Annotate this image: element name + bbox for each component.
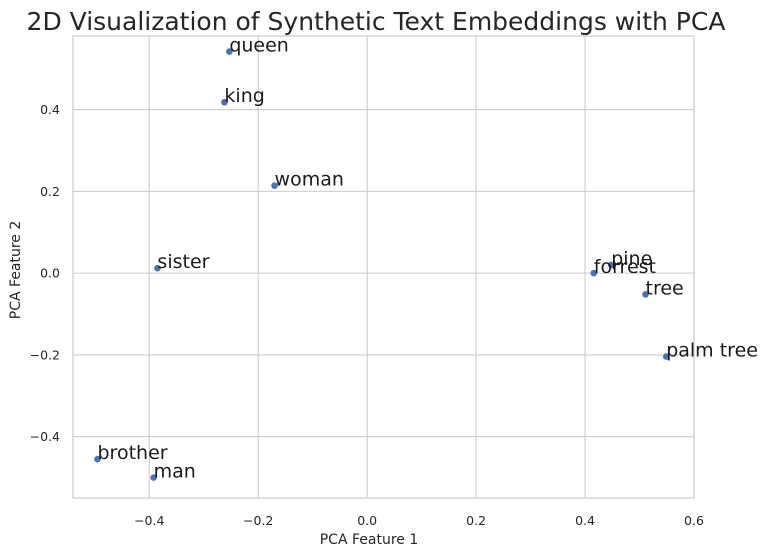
data-point-label: man (154, 461, 196, 483)
plot-area (72, 35, 695, 499)
data-point-marker (153, 264, 162, 273)
y-tick-label: 0.0 (40, 266, 60, 281)
y-tick-label: 0.4 (40, 102, 60, 117)
data-point-label: pine (611, 248, 652, 270)
data-point-label: king (224, 85, 264, 107)
x-tick-label: −0.2 (243, 513, 273, 528)
chart-title: 2D Visualization of Synthetic Text Embed… (27, 7, 726, 36)
data-point-label: forrest (594, 256, 656, 278)
data-point-label: sister (157, 251, 209, 273)
data-point-marker (607, 261, 616, 269)
x-axis-ticks: −0.4 −0.2 0.0 0.2 0.4 0.6 (134, 513, 704, 528)
data-point-marker (662, 352, 671, 361)
x-tick-label: 0.2 (466, 513, 486, 528)
x-tick-label: 0.6 (684, 513, 704, 528)
y-tick-label: −0.2 (30, 347, 60, 362)
x-tick-label: −0.4 (134, 513, 164, 528)
x-tick-label: 0.0 (357, 513, 377, 528)
data-point-label: tree (646, 277, 684, 299)
y-tick-label: 0.2 (40, 184, 60, 199)
data-point-marker (270, 181, 279, 190)
grid-lines (73, 36, 695, 498)
data-point-marker (149, 473, 158, 482)
data-point-marker (220, 98, 229, 107)
data-point-marker (589, 269, 598, 278)
data-point-marker (225, 47, 234, 56)
y-axis-ticks: −0.4 −0.2 0.0 0.2 0.4 (30, 102, 60, 444)
y-axis-label: PCA Feature 2 (8, 221, 24, 320)
x-axis-label: PCA Feature 1 (320, 532, 419, 548)
x-tick-label: 0.4 (575, 513, 595, 528)
data-point-marker (641, 290, 650, 299)
data-point-label: queen (229, 35, 289, 57)
data-point-marker (93, 455, 102, 464)
data-point-label: woman (275, 169, 344, 191)
data-point-label: brother (98, 442, 168, 464)
y-tick-label: −0.4 (30, 429, 60, 444)
data-point-label: palm tree (666, 340, 758, 362)
